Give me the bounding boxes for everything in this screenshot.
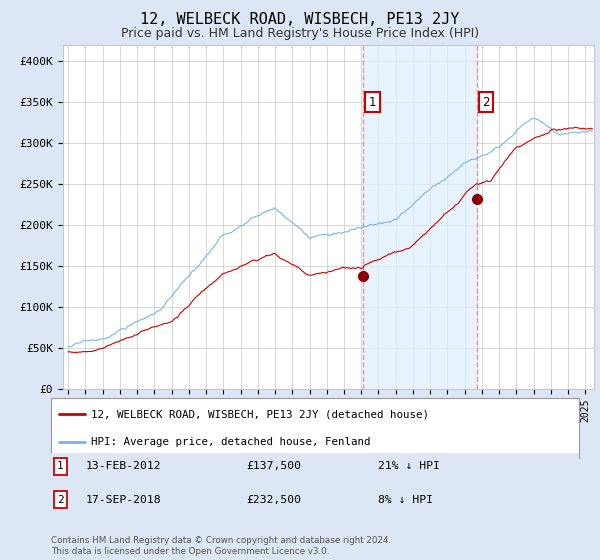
Text: 17-SEP-2018: 17-SEP-2018 [85,495,161,505]
Text: £232,500: £232,500 [247,495,301,505]
Text: 2: 2 [57,495,64,505]
Text: 8% ↓ HPI: 8% ↓ HPI [379,495,433,505]
Text: 12, WELBECK ROAD, WISBECH, PE13 2JY (detached house): 12, WELBECK ROAD, WISBECH, PE13 2JY (det… [91,409,428,419]
Text: Price paid vs. HM Land Registry's House Price Index (HPI): Price paid vs. HM Land Registry's House … [121,27,479,40]
Text: Contains HM Land Registry data © Crown copyright and database right 2024.
This d: Contains HM Land Registry data © Crown c… [51,536,391,556]
Text: 1: 1 [57,461,64,471]
Text: 1: 1 [368,96,376,109]
Text: 12, WELBECK ROAD, WISBECH, PE13 2JY: 12, WELBECK ROAD, WISBECH, PE13 2JY [140,12,460,27]
Text: 13-FEB-2012: 13-FEB-2012 [85,461,161,471]
Text: £137,500: £137,500 [247,461,301,471]
Text: 21% ↓ HPI: 21% ↓ HPI [379,461,440,471]
Text: 2: 2 [482,96,490,109]
Text: HPI: Average price, detached house, Fenland: HPI: Average price, detached house, Fenl… [91,437,370,447]
Bar [364,45,477,389]
